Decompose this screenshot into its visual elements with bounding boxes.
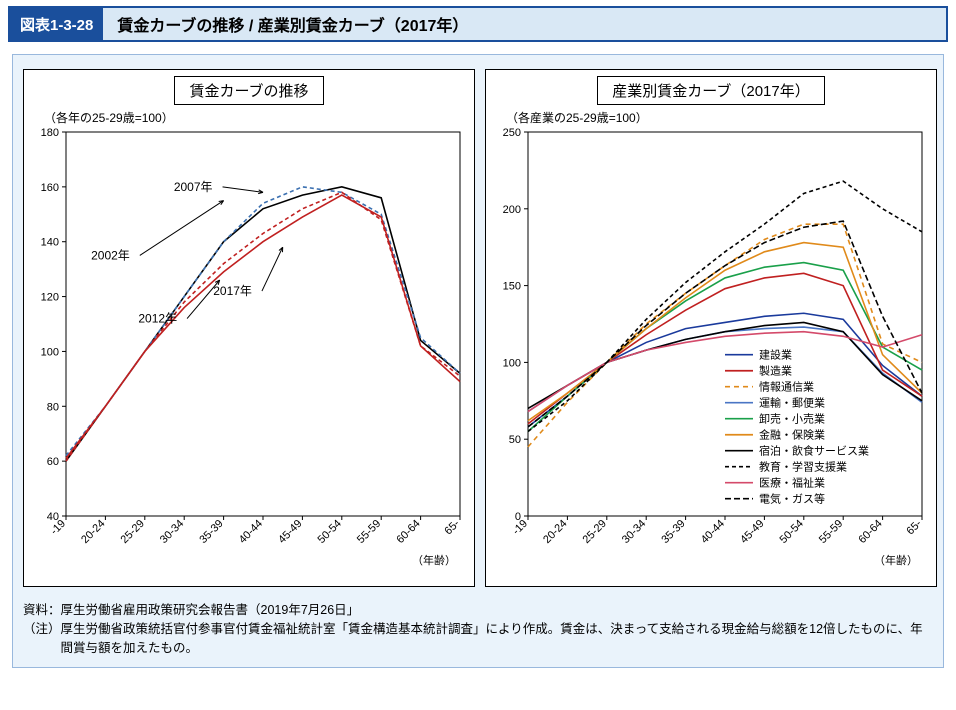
svg-text:建設業: 建設業	[759, 348, 792, 362]
note-label: （注）	[23, 620, 61, 658]
svg-text:60-64: 60-64	[394, 518, 422, 546]
svg-text:2012年: 2012年	[138, 312, 177, 326]
source-body: 厚生労働省雇用政策研究会報告書（2019年7月26日」	[61, 601, 360, 620]
svg-text:40-44: 40-44	[699, 518, 727, 546]
charts-row: 賃金カーブの推移 （各年の25-29歳=100） 406080100120140…	[23, 69, 933, 587]
svg-text:180: 180	[41, 127, 59, 139]
source-label: 資料：	[23, 601, 61, 620]
svg-text:35-39: 35-39	[659, 518, 687, 546]
svg-text:160: 160	[41, 182, 59, 194]
svg-text:80: 80	[47, 401, 59, 413]
svg-text:2017年: 2017年	[213, 284, 252, 298]
svg-text:（年齢）: （年齢）	[874, 553, 918, 567]
svg-text:45-49: 45-49	[738, 518, 766, 546]
svg-text:60-64: 60-64	[856, 518, 884, 546]
svg-text:25-29: 25-29	[581, 518, 609, 546]
svg-text:50-54: 50-54	[316, 518, 344, 546]
figure-header: 図表1-3-28 賃金カーブの推移 / 産業別賃金カーブ（2017年）	[8, 6, 948, 42]
svg-text:150: 150	[503, 281, 521, 293]
svg-text:50-54: 50-54	[778, 518, 806, 546]
svg-text:2002年: 2002年	[91, 248, 130, 262]
chart-right-box: 産業別賃金カーブ（2017年） （各産業の25-29歳=100） 0501001…	[485, 69, 937, 587]
note-body: 厚生労働省政策統括官付参事官付賃金福祉統計室「賃金構造基本統計調査」により作成。…	[61, 620, 933, 658]
svg-text:20-24: 20-24	[541, 518, 569, 546]
chart-right-caption: （各産業の25-29歳=100）	[506, 109, 936, 126]
svg-text:運輸・郵便業: 運輸・郵便業	[759, 396, 825, 410]
svg-text:200: 200	[503, 204, 521, 216]
svg-text:金融・保険業: 金融・保険業	[759, 428, 825, 442]
svg-text:100: 100	[41, 346, 59, 358]
svg-text:30-34: 30-34	[620, 518, 648, 546]
svg-text:30-34: 30-34	[158, 518, 186, 546]
svg-text:55-59: 55-59	[817, 518, 845, 546]
svg-text:100: 100	[503, 357, 521, 369]
svg-text:25-29: 25-29	[119, 518, 147, 546]
svg-text:45-49: 45-49	[276, 518, 304, 546]
svg-text:120: 120	[41, 292, 59, 304]
chart-left-svg: 406080100120140160180-1920-2425-2930-343…	[24, 126, 474, 586]
chart-left-subtitle: 賃金カーブの推移	[174, 76, 323, 105]
chart-right-subtitle: 産業別賃金カーブ（2017年）	[597, 76, 824, 105]
notes-block: 資料： 厚生労働省雇用政策研究会報告書（2019年7月26日」 （注） 厚生労働…	[23, 601, 933, 657]
svg-text:20-24: 20-24	[79, 518, 107, 546]
svg-text:-19: -19	[510, 518, 530, 538]
svg-text:医療・福祉業: 医療・福祉業	[759, 476, 825, 490]
svg-text:65-: 65-	[442, 517, 462, 537]
figure-tag: 図表1-3-28	[10, 8, 103, 40]
svg-text:情報通信業: 情報通信業	[759, 381, 814, 394]
svg-text:電気・ガス等: 電気・ガス等	[759, 492, 825, 506]
svg-text:卸売・小売業: 卸売・小売業	[759, 412, 825, 426]
svg-text:250: 250	[503, 127, 521, 139]
chart-right-svg: 050100150200250-1920-2425-2930-3435-3940…	[486, 126, 936, 586]
svg-text:140: 140	[41, 237, 59, 249]
figure-title: 賃金カーブの推移 / 産業別賃金カーブ（2017年）	[103, 8, 946, 40]
svg-text:（年齢）: （年齢）	[412, 553, 456, 567]
svg-text:35-39: 35-39	[197, 518, 225, 546]
svg-text:教育・学習支援業: 教育・学習支援業	[759, 460, 847, 474]
outer-panel: 賃金カーブの推移 （各年の25-29歳=100） 406080100120140…	[12, 54, 944, 668]
svg-text:60: 60	[47, 456, 59, 468]
chart-left-box: 賃金カーブの推移 （各年の25-29歳=100） 406080100120140…	[23, 69, 475, 587]
svg-text:宿泊・飲食サービス業: 宿泊・飲食サービス業	[759, 444, 869, 458]
svg-text:2007年: 2007年	[174, 180, 213, 194]
svg-text:55-59: 55-59	[355, 518, 383, 546]
svg-text:40-44: 40-44	[237, 518, 265, 546]
svg-text:製造業: 製造業	[759, 364, 792, 378]
chart-left-caption: （各年の25-29歳=100）	[44, 109, 474, 126]
svg-text:65-: 65-	[904, 517, 924, 537]
svg-text:50: 50	[509, 434, 521, 446]
